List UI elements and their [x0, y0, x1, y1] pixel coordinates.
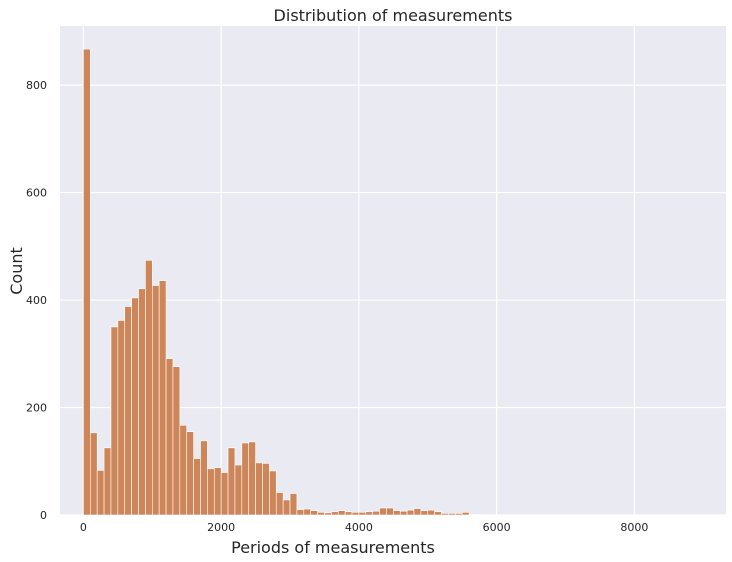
histogram-bar	[310, 510, 318, 516]
histogram-bar	[337, 510, 346, 516]
y-tick-label: 200	[26, 402, 47, 415]
x-tick-label: 4000	[345, 521, 373, 534]
histogram-bar	[138, 288, 146, 516]
histogram-bar	[448, 513, 456, 516]
histogram-bar	[427, 509, 435, 516]
histogram-bar	[96, 470, 105, 516]
histogram-bar	[282, 499, 291, 516]
histogram-bar	[413, 508, 422, 516]
histogram-bar	[179, 424, 188, 516]
histogram-bar	[90, 432, 98, 516]
histogram-bar	[172, 366, 181, 516]
histogram-bar	[420, 510, 429, 516]
histogram-bar	[296, 509, 305, 516]
histogram-bar	[441, 513, 449, 516]
histogram-bar	[275, 492, 284, 516]
histogram-bar	[255, 462, 263, 516]
x-tick-label: 2000	[207, 521, 235, 534]
y-axis-title: Count	[7, 247, 26, 295]
histogram-bar	[186, 431, 194, 516]
histogram-bar	[289, 493, 298, 516]
x-tick-label: 6000	[483, 521, 511, 534]
histogram-bar	[393, 510, 401, 516]
histogram-bar	[461, 512, 470, 516]
histogram-bar	[303, 508, 311, 516]
x-axis-title: Periods of measurements	[231, 538, 435, 557]
y-tick-label: 400	[26, 294, 47, 307]
histogram-bar	[379, 507, 387, 516]
histogram-bar	[131, 297, 139, 516]
histogram-bar	[165, 358, 174, 516]
histogram-bar	[145, 259, 153, 516]
histogram-bar	[324, 512, 332, 516]
histogram-bar	[124, 306, 132, 516]
histogram-bar	[234, 464, 243, 516]
histogram-bar	[193, 458, 201, 516]
histogram-bar	[83, 48, 91, 516]
histogram-bar	[158, 280, 167, 516]
histogram-bar	[110, 326, 119, 516]
histogram-bar	[213, 467, 222, 516]
y-tick-label: 0	[40, 509, 47, 522]
histogram-bar	[262, 463, 270, 516]
histogram-bar	[386, 507, 394, 516]
x-tick-label: 8000	[620, 521, 648, 534]
chart-title: Distribution of measurements	[274, 6, 513, 25]
histogram-bar	[365, 511, 373, 516]
histogram-bar	[248, 441, 256, 516]
x-tick-label: 0	[80, 521, 87, 534]
histogram-bar	[372, 510, 380, 516]
histogram-bar	[331, 511, 339, 516]
histogram-bar	[200, 440, 208, 516]
y-tick-label: 600	[26, 187, 47, 200]
histogram-bar	[207, 468, 215, 516]
histogram-bar	[358, 512, 367, 516]
histogram-bar	[406, 509, 415, 516]
histogram-bar	[227, 447, 236, 516]
y-tick-label: 800	[26, 79, 47, 92]
bars	[83, 48, 484, 516]
histogram-bar	[317, 512, 325, 516]
y-ticks: 0 200 400 600 800	[26, 79, 47, 522]
histogram-bar	[151, 285, 160, 516]
histogram-bar	[468, 514, 477, 516]
histogram-bar	[269, 470, 277, 516]
histogram-bar	[117, 320, 126, 516]
histogram-bar	[399, 510, 408, 516]
histogram-bar	[434, 511, 442, 516]
x-ticks: 0 2000 4000 6000 8000	[80, 521, 648, 534]
histogram-bar	[220, 472, 229, 516]
histogram-bar	[241, 442, 250, 516]
histogram-bar	[351, 512, 360, 516]
histogram-bar	[344, 511, 353, 516]
histogram-bar	[455, 513, 463, 516]
histogram-bar	[475, 514, 484, 516]
histogram-bar	[103, 447, 112, 516]
